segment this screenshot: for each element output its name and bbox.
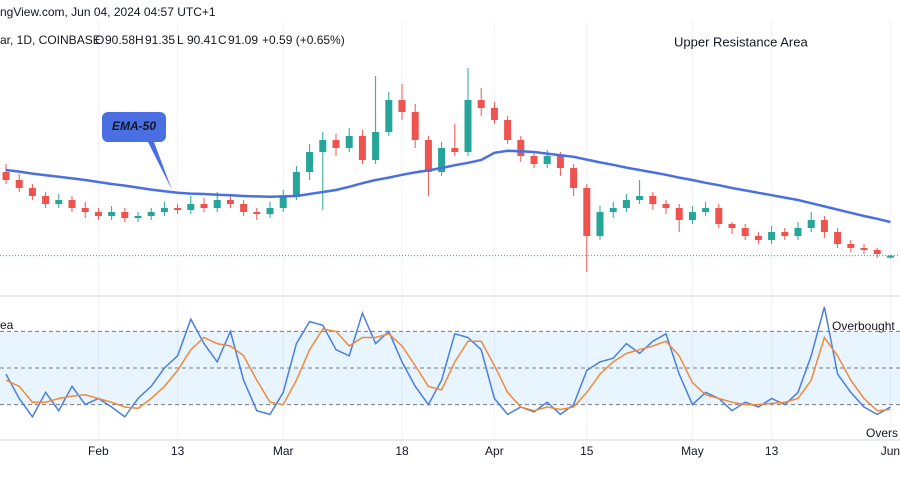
candle-body [424,140,432,172]
x-tick-label: 15 [580,444,594,458]
candle-body [860,248,868,250]
x-tick-label: 13 [171,444,185,458]
candle-body [292,172,300,196]
candle-body [398,100,406,112]
candle-body [174,208,182,210]
candle-body [2,172,10,180]
candle-body [820,220,828,232]
candle-body [794,228,802,236]
candle-body [702,208,710,212]
ohlc-value: 91.09 [228,33,258,47]
candle-body [847,244,855,248]
header-symbol: ar, 1D, COINBASE [0,33,101,47]
candle-body [345,136,353,148]
candle-body [187,204,195,210]
candle-body [411,112,419,140]
ohlc-label: O [95,33,104,47]
candle-body [649,196,657,204]
x-tick-label: 18 [395,444,409,458]
x-tick-label: Mar [273,444,294,458]
candle-body [464,100,472,152]
candle-body [42,196,50,204]
candle-body [768,232,776,240]
candle-body [517,140,525,156]
ohlc-label: C [218,33,227,47]
oscillator-line [5,328,891,412]
candle-body [688,212,696,220]
candle-body [55,200,63,204]
change: +0.59 (+0.65%) [262,33,345,47]
header-source: ngView.com, Jun 04, 2024 04:57 UTC+1 [0,5,216,19]
x-tick-label: Feb [88,444,109,458]
ema-line [5,149,891,224]
candle-body [636,196,644,200]
ohlc-label: L [177,33,184,47]
candle-body [834,232,842,244]
candle-body [715,208,723,224]
ohlc-label: H [135,33,144,47]
candle-body [675,208,683,220]
candle-body [596,212,604,236]
candle-body [266,208,274,214]
annotation: ea [0,318,14,332]
candle-body [134,216,142,218]
candle-body [570,168,578,188]
ohlc-value: 91.35 [145,33,175,47]
annotation: Overbought [832,319,895,333]
candle-body [781,232,789,236]
callout-label: EMA-50 [112,119,156,133]
candle-body [543,156,551,164]
candle-body [807,220,815,228]
candle-body [504,120,512,140]
candle-body [622,200,630,208]
annotation: Overs [866,426,898,440]
candle-body [28,188,36,196]
candle-body [332,140,340,148]
candle-body [609,208,617,212]
candle-body [240,204,248,212]
candle-body [319,140,327,152]
candle-body [873,250,881,254]
candle-body [385,100,393,132]
candle-body [200,204,208,208]
candle-body [226,200,234,204]
x-tick-label: Jun [881,444,900,458]
candle-body [15,180,23,188]
ohlc-value: 90.41 [187,33,217,47]
candle-body [81,208,89,212]
candle-body [477,100,485,108]
candle-body [358,136,366,160]
candle-body [372,132,380,160]
candle-body [741,228,749,236]
candle-body [556,156,564,168]
ohlc-value: 90.58 [105,33,135,47]
candle-body [886,255,894,258]
x-tick-label: Apr [485,444,504,458]
candle-body [754,236,762,240]
candle-body [306,152,314,172]
candle-body [583,188,591,236]
candle-body [438,148,446,172]
candle-body [68,200,76,208]
candle-body [108,212,116,216]
candle-body [253,212,261,214]
candle-body [94,212,102,216]
candle-body [147,212,155,216]
candle-body [279,196,287,208]
candle-body [662,204,670,208]
callout-bubble [102,112,172,190]
candle-body [121,212,129,218]
candle-body [728,224,736,228]
annotation: Upper Resistance Area [674,34,808,49]
x-tick-label: 13 [765,444,779,458]
x-tick-label: May [681,444,704,458]
candle-body [490,108,498,120]
candle-body [530,156,538,164]
candle-body [160,208,168,212]
candle-body [213,200,221,208]
candle-body [451,148,459,152]
